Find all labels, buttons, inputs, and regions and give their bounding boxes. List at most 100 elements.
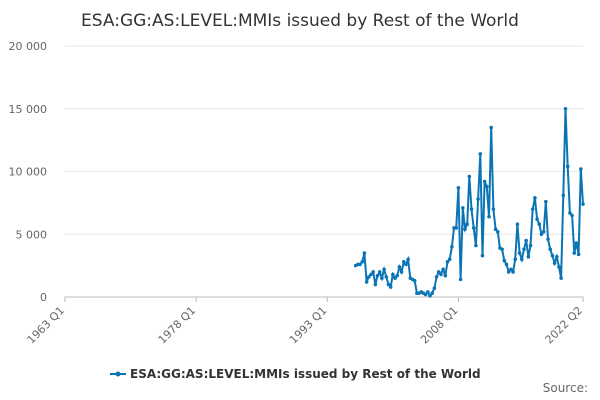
point [576,252,581,257]
y-tick-label: 15 000 [9,103,48,116]
x-tick-label: 1993 Q1 [287,304,330,347]
point [526,255,531,259]
point [495,229,500,234]
point [397,265,402,269]
chart-title: ESA:GG:AS:LEVEL:MMIs issued by Rest of t… [81,11,519,31]
point [570,213,574,218]
point [515,222,520,227]
point [482,179,487,184]
point [434,275,439,279]
point [450,245,454,249]
point [391,272,395,277]
y-tick-label: 5 000 [16,228,48,241]
point [561,193,566,198]
point [447,257,452,262]
point [386,282,391,287]
point [541,229,546,234]
point [554,255,559,259]
point [445,260,450,264]
point [388,285,393,289]
point [539,232,544,237]
x-tick-label: 1963 Q1 [25,304,68,347]
point [460,206,465,210]
point [380,276,384,280]
point [358,262,362,267]
point [579,167,583,171]
point [430,291,434,296]
point [535,217,539,221]
point [362,251,367,255]
point [428,293,432,298]
y-tick-label: 0 [40,291,47,304]
point [399,270,404,274]
point [373,282,378,287]
point [469,207,474,211]
point [401,260,406,264]
legend: ESA:GG:AS:LEVEL:MMIs issued by Rest of t… [110,367,481,381]
point [436,270,441,274]
point [500,247,504,252]
x-tick-label: 2008 Q1 [418,304,461,347]
point [474,243,478,248]
point [572,251,577,255]
point [557,265,561,269]
point [439,272,443,277]
point [506,270,511,274]
point [456,186,461,190]
point [441,267,445,272]
point [463,227,467,232]
point [502,258,507,263]
point [517,251,522,255]
series-line [355,108,584,298]
legend-label: ESA:GG:AS:LEVEL:MMIs issued by Rest of t… [130,367,481,381]
point [485,184,489,189]
point [412,278,417,283]
point [524,238,528,243]
point [489,125,494,130]
y-tick-label: 20 000 [9,40,48,53]
point [432,286,437,291]
point [487,214,491,219]
point [404,262,408,267]
point [369,272,373,277]
point [406,257,410,262]
point [528,243,533,248]
point [426,290,430,294]
point [522,247,526,252]
point [443,273,448,278]
source: Source: [543,381,588,395]
point [360,260,365,264]
point [546,237,550,242]
point [375,273,380,278]
point [491,207,496,211]
point [393,276,397,280]
point [509,267,513,272]
point [367,275,371,279]
point [581,202,585,206]
point [548,247,553,252]
point [537,222,542,227]
legend-marker [115,371,121,377]
x-tick-label: 1978 Q1 [156,304,199,347]
x-tick-label: 2022 Q2 [543,304,586,347]
point [364,280,369,284]
point [544,199,548,204]
point [552,261,557,265]
point [574,241,579,245]
point [565,164,570,169]
point [533,196,537,200]
point [504,262,509,267]
point [384,275,389,279]
point [493,227,498,232]
point [530,207,535,211]
point [559,276,563,280]
point [458,277,463,282]
point [476,197,480,201]
point [563,106,568,111]
point [513,257,518,262]
point [382,267,386,272]
point [371,270,375,274]
point [550,253,555,258]
point [377,270,382,274]
